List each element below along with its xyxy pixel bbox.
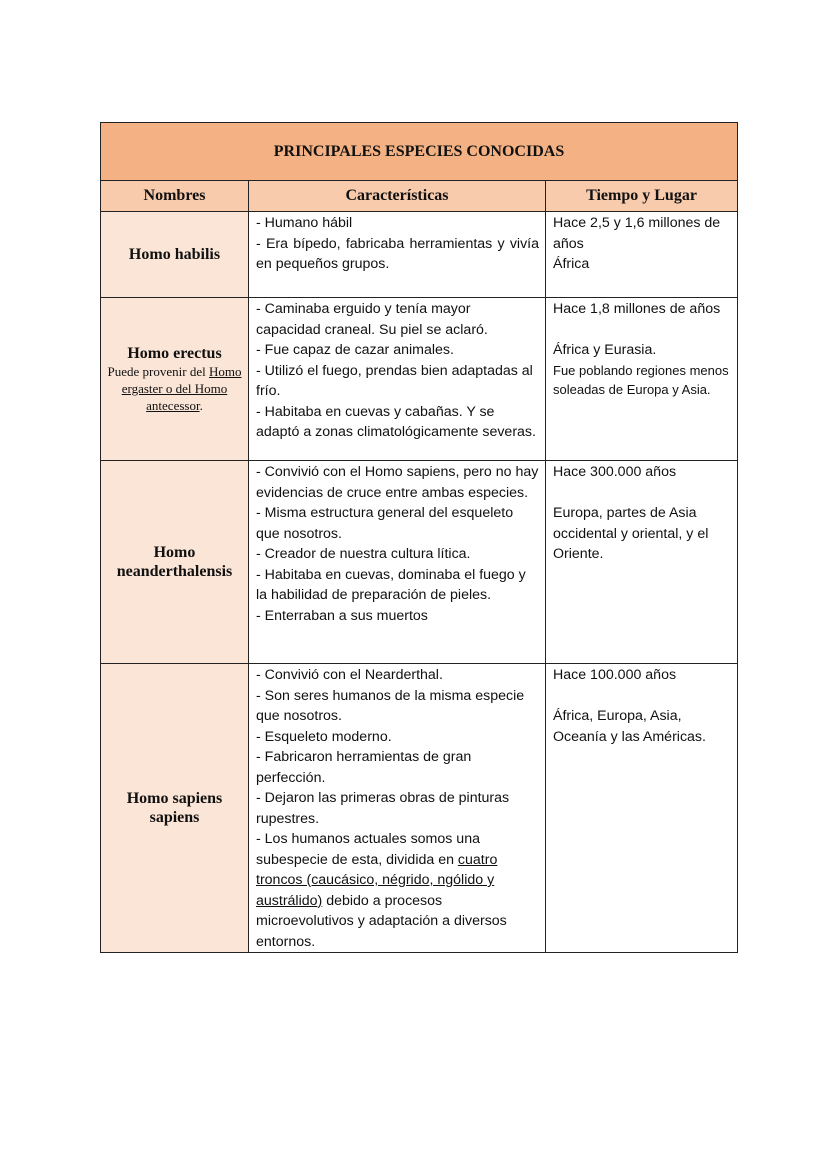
time: Hace 100.000 años: [553, 667, 677, 683]
characteristic: - Son seres humanos de la misma especie …: [256, 687, 525, 725]
time: Hace 300.000 años: [553, 464, 677, 480]
characteristic: - Habitaba en cuevas y cabañas. Y se ada…: [256, 403, 536, 441]
characteristic: - Convivió con el Homo sapiens, pero no …: [256, 464, 539, 501]
time-place-cell: Hace 100.000 años África, Europa, Asia, …: [544, 663, 739, 953]
table-row: Homo habilis - Humano hábil - Era bípedo…: [100, 211, 739, 298]
characteristic: - Misma estructura general del esqueleto…: [256, 505, 514, 542]
time-place-cell: Hace 2,5 y 1,6 millones de años África: [544, 211, 739, 298]
note-text: .: [199, 398, 203, 413]
place: África, Europa, Asia, Oceanía y las Amér…: [553, 708, 706, 745]
characteristic: - Dejaron las primeras obras de pinturas…: [256, 790, 510, 827]
species-name: Homo erectus: [127, 345, 222, 362]
characteristic: - Humano hábil: [256, 215, 353, 231]
time-place-cell: Hace 300.000 años Europa, partes de Asia…: [544, 460, 739, 664]
link[interactable]: cuatro troncos (caucásico, négrido, ngól…: [256, 851, 498, 909]
characteristic: - Fabricaron herramientas de gran perfec…: [256, 749, 472, 786]
time-place-cell: Hace 1,8 millones de años África y Euras…: [544, 297, 739, 461]
species-name-cell: Homo erectus Puede provenir del Homo erg…: [100, 297, 249, 461]
characteristics-cell: - Convivió con el Homo sapiens, pero no …: [248, 460, 546, 664]
note-link[interactable]: Homo ergaster o del Homo antecessor: [121, 364, 242, 413]
species-name: Homo habilis: [100, 211, 249, 298]
text: - Los humanos actuales somos una subespe…: [256, 831, 480, 868]
note-text: Puede provenir del: [107, 364, 206, 379]
characteristic: - Habitaba en cuevas, dominaba el fuego …: [256, 566, 526, 604]
characteristics-cell: - Humano hábil - Era bípedo, fabricaba h…: [248, 211, 546, 298]
text: debido a procesos microevolutivos y adap…: [256, 892, 507, 950]
table-row: Homo sapiens sapiens - Convivió con el N…: [100, 663, 739, 953]
characteristic: - Utilizó el fuego, prendas bien adaptad…: [256, 362, 533, 400]
characteristic: - Los humanos actuales somos una subespe…: [256, 829, 539, 952]
header-characteristics: Características: [248, 180, 546, 212]
characteristic: - Esqueleto moderno.: [256, 728, 392, 745]
species-table: PRINCIPALES ESPECIES CONOCIDAS Nombres C…: [99, 122, 739, 953]
characteristic: - Caminaba erguido y tenía mayor capacid…: [256, 301, 488, 338]
place: África: [553, 256, 590, 272]
species-note: Puede provenir del Homo ergaster o del H…: [101, 363, 248, 414]
characteristic: - Convivió con el Nearderthal.: [256, 667, 443, 683]
place: Europa, partes de Asia occidental y orie…: [553, 505, 709, 562]
species-name: Homo sapiens sapiens: [100, 663, 249, 953]
characteristic: - Creador de nuestra cultura lítica.: [256, 546, 471, 562]
header-names: Nombres: [100, 180, 249, 212]
characteristics-cell: - Caminaba erguido y tenía mayor capacid…: [248, 297, 546, 461]
characteristic: - Fue capaz de cazar animales.: [256, 342, 454, 358]
table-row: Homo erectus Puede provenir del Homo erg…: [100, 297, 739, 461]
characteristic: - Era bípedo, fabricaba herramientas y v…: [256, 235, 539, 273]
table-title: PRINCIPALES ESPECIES CONOCIDAS: [99, 122, 739, 181]
characteristic: - Enterraban a sus muertos: [256, 607, 428, 624]
time: Hace 1,8 millones de años: [553, 301, 721, 317]
header-time-place: Tiempo y Lugar: [544, 180, 739, 212]
time: Hace 2,5 y 1,6 millones de años: [553, 215, 721, 252]
table-row: Homo neanderthalensis - Convivió con el …: [100, 460, 739, 664]
place-note: Fue poblando regiones menos soleadas de …: [553, 362, 729, 397]
species-name: Homo neanderthalensis: [100, 460, 249, 664]
place: África y Eurasia.: [553, 342, 657, 358]
characteristics-cell: - Convivió con el Nearderthal. - Son ser…: [248, 663, 546, 953]
